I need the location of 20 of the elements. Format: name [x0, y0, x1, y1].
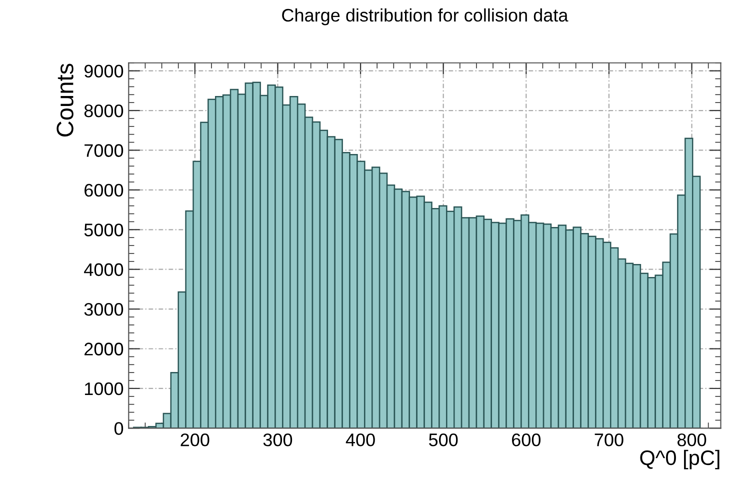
y-tick-label: 1000 [85, 382, 124, 396]
y-tick-label: 6000 [84, 184, 124, 197]
x-tick-label: 400 [346, 434, 375, 446]
x-tick-label: 200 [180, 434, 210, 446]
chart-title: Charge distribution for collision data [282, 8, 568, 26]
x-axis-title: Q^0 [pC] [640, 450, 720, 470]
x-tick-label: 500 [429, 434, 458, 446]
x-tick-label: 600 [512, 434, 541, 446]
y-tick-label: 0 [114, 422, 124, 435]
y-tick-label: 4000 [84, 263, 124, 276]
y-tick-label: 7000 [84, 144, 124, 157]
x-tick-label: 300 [263, 434, 292, 446]
y-tick-label: 2000 [84, 342, 124, 356]
x-tick-label: 800 [678, 434, 706, 446]
y-tick-label: 9000 [84, 64, 124, 78]
x-tick-label: 700 [594, 434, 624, 446]
y-tick-label: 8000 [84, 104, 124, 118]
y-tick-label: 3000 [84, 302, 124, 316]
y-tick-label: 5000 [84, 224, 124, 236]
y-axis-title: Counts [56, 64, 74, 136]
